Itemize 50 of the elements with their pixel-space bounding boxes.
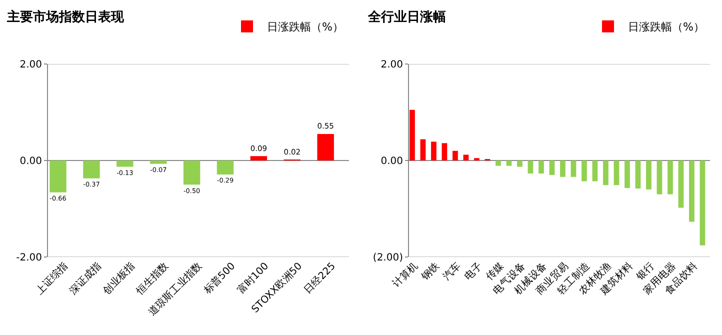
bar: [216, 160, 234, 174]
bar: [463, 154, 469, 160]
bar: [678, 160, 684, 208]
bar: [506, 160, 512, 166]
x-tick-label: 标普500: [200, 260, 238, 298]
bar: [442, 143, 448, 160]
bar: [431, 142, 436, 160]
bar: [624, 160, 630, 188]
bar: [496, 160, 501, 166]
bar: [420, 139, 426, 160]
legend-label: 日涨跌幅（%）: [628, 20, 704, 34]
bar: [668, 160, 673, 194]
bar: [410, 110, 415, 160]
bar: [549, 160, 555, 175]
data-label: 0.02: [284, 147, 301, 156]
legend-label: 日涨跌幅（%）: [267, 20, 344, 34]
chart-title: 主要市场指数日表现: [6, 8, 126, 25]
bar: [317, 134, 334, 160]
bar: [517, 160, 522, 167]
data-label: 0.55: [317, 122, 334, 131]
bar: [582, 160, 587, 182]
bar: [592, 160, 598, 182]
bar: [183, 160, 200, 185]
bar: [528, 160, 534, 174]
y-tick-label: 0.00: [20, 156, 42, 167]
bar: [635, 160, 641, 188]
bar: [614, 160, 620, 186]
chart-title: 全行业日涨幅: [367, 10, 446, 25]
bar: [452, 150, 458, 160]
bar: [646, 160, 652, 190]
data-label: 0.09: [250, 144, 268, 153]
y-tick-label: 2.00: [20, 60, 42, 70]
bar: [570, 160, 576, 177]
x-tick-label: 汽车: [440, 260, 464, 283]
bar: [603, 160, 608, 186]
bar: [83, 160, 100, 178]
y-tick-label: 0.00: [380, 156, 403, 167]
bar: [538, 160, 544, 174]
bar: [116, 160, 134, 167]
y-tick-label: (2.00): [372, 252, 404, 264]
bar: [700, 160, 706, 246]
bar: [656, 160, 662, 194]
bar: [50, 160, 66, 192]
bar: [560, 160, 566, 177]
y-tick-label: 2.00: [380, 60, 403, 70]
bar: [250, 156, 268, 160]
x-tick-label: 钢铁: [418, 260, 442, 284]
bar: [150, 160, 167, 164]
bar: [689, 160, 694, 222]
x-tick-label: 电子: [462, 260, 485, 283]
